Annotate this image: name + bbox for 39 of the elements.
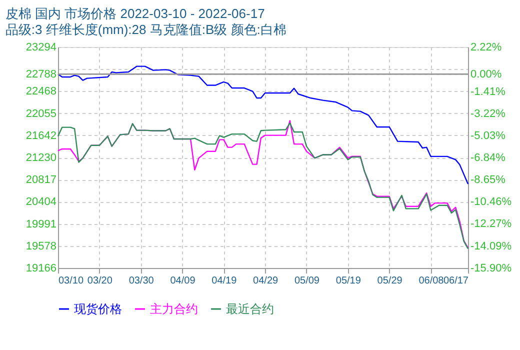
y2-tick-label: -5.03% <box>470 130 506 142</box>
chart-title: 皮棉 国内 市场价格 2022-03-10 - 2022-06-17 <box>5 6 265 21</box>
y-tick-label: 21642 <box>26 130 56 142</box>
x-tick-label: 06/08 <box>418 276 444 286</box>
y-tick-label: 22788 <box>26 68 56 81</box>
x-tick-label: 03/10 <box>58 276 84 286</box>
legend-label: 主力合约 <box>150 302 198 316</box>
legend-label: 现货价格 <box>74 302 122 316</box>
y2-tick-label: 0.00% <box>470 68 502 81</box>
y2-tick-label: 2.22% <box>470 42 502 54</box>
y2-tick-label: -3.22% <box>470 108 506 120</box>
chart-subtitle: 品级:3 纤维长度(mm):28 马克隆值:B级 颜色:白棉 <box>5 22 286 37</box>
y-tick-label: 20404 <box>26 196 56 208</box>
y-tick-label: 23294 <box>26 42 56 54</box>
legend-label: 最近合约 <box>226 302 274 316</box>
y-tick-label: 19578 <box>26 240 56 252</box>
y-tick-label: 20817 <box>26 174 56 186</box>
y2-tick-label: -14.09% <box>470 240 512 252</box>
x-tick-label: 06/17 <box>443 276 469 286</box>
x-tick-label: 03/20 <box>87 276 113 286</box>
line-series <box>57 66 469 185</box>
y-tick-label: 21230 <box>26 152 56 164</box>
y-tick-label: 22055 <box>26 108 56 120</box>
y-tick-label: 19166 <box>26 262 56 274</box>
x-tick-label: 05/09 <box>294 276 320 286</box>
x-tick-label: 03/30 <box>128 276 154 286</box>
x-tick-label: 04/09 <box>170 276 196 286</box>
x-tick-label: 05/29 <box>377 276 403 286</box>
y-tick-label: 22468 <box>26 86 56 98</box>
y2-tick-label: -10.46% <box>470 196 512 208</box>
y2-tick-label: -8.65% <box>470 174 506 186</box>
x-tick-label: 05/19 <box>336 276 362 286</box>
y2-tick-label: -6.84% <box>470 152 506 164</box>
y2-tick-label: -12.27% <box>470 218 512 230</box>
x-tick-label: 04/19 <box>212 276 238 286</box>
x-tick-label: 04/29 <box>253 276 279 286</box>
y2-tick-label: -15.90% <box>470 262 512 274</box>
y2-tick-label: -1.41% <box>470 86 506 98</box>
y-tick-label: 19991 <box>26 218 56 230</box>
